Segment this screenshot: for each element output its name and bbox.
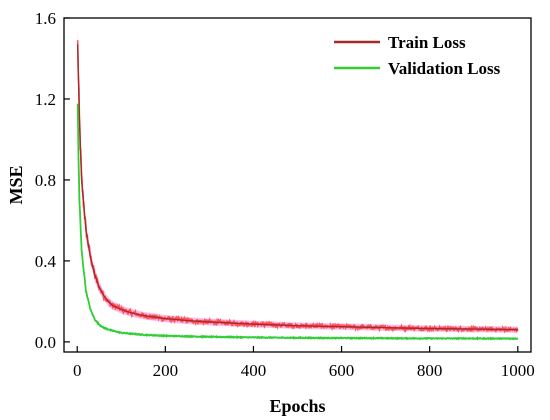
x-axis-title: Epochs (269, 396, 325, 416)
line-noise-train-loss (76, 40, 519, 334)
x-tick-label: 600 (329, 361, 355, 380)
y-tick-label: 0.8 (35, 171, 56, 190)
legend-label-validation-loss: Validation Loss (388, 59, 501, 78)
line-train-loss (77, 44, 518, 331)
x-tick-label: 800 (417, 361, 443, 380)
y-axis-title: MSE (6, 165, 26, 204)
y-axis-ticks: 0.0 0.4 0.8 1.2 1.6 (35, 9, 70, 352)
legend: Train Loss Validation Loss (334, 33, 501, 78)
band-validation-loss (77, 97, 518, 340)
plot-frame (63, 17, 532, 353)
x-tick-label: 1000 (501, 361, 535, 380)
x-tick-label: 200 (153, 361, 179, 380)
y-tick-label: 1.2 (35, 90, 56, 109)
legend-label-train-loss: Train Loss (388, 33, 466, 52)
y-tick-label: 0.4 (35, 252, 57, 271)
x-axis-ticks: 0 200 400 600 800 1000 (73, 346, 535, 380)
x-tick-label: 400 (241, 361, 267, 380)
series-lines (76, 40, 519, 341)
y-tick-label: 1.6 (35, 9, 56, 28)
x-tick-label: 0 (73, 361, 82, 380)
line-validation-loss (76, 103, 519, 341)
y-tick-label: 0.0 (35, 333, 56, 352)
